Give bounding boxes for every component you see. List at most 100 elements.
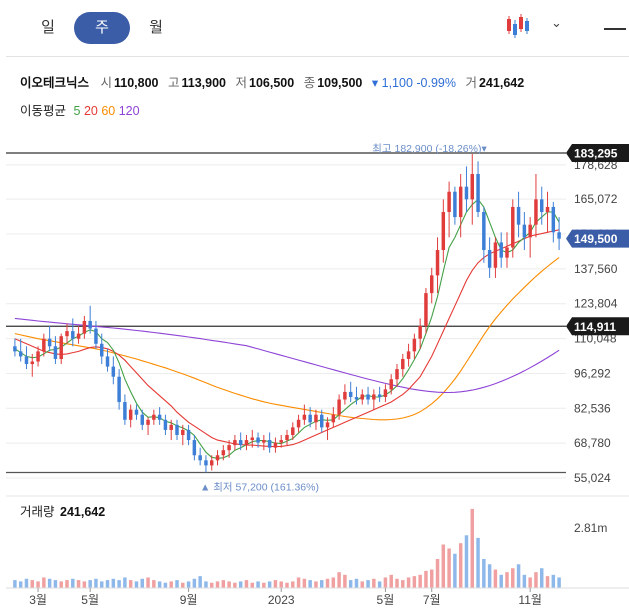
candle-body: [453, 191, 457, 218]
candle-body: [418, 326, 422, 339]
candle-body: [204, 460, 208, 466]
volume-bar: [273, 580, 278, 588]
candle-body: [291, 427, 295, 435]
candle-body: [493, 242, 498, 268]
period-tabs: 일 주 월 ⌄: [0, 0, 629, 56]
volume-bar: [418, 574, 422, 588]
volume-bar: [152, 580, 156, 588]
candle-body: [146, 419, 150, 425]
y-tick-label: 110,048: [574, 332, 617, 346]
ma120-line: [14, 317, 560, 394]
volume-bar: [493, 569, 498, 588]
tab-day[interactable]: 일: [41, 19, 55, 36]
open-value: 110,800: [114, 76, 159, 90]
volume-bar: [360, 581, 364, 588]
stock-name: 이오테크닉스: [20, 76, 90, 90]
high-annotation: 최고 182,900 (-18.26%)▾: [372, 143, 487, 155]
x-tick-label: 5월: [377, 593, 395, 607]
volume-label: 거: [465, 76, 477, 90]
volume-bar: [424, 570, 428, 588]
ma-5-label: 5: [73, 104, 81, 118]
volume-bar: [267, 581, 272, 588]
candle-body: [487, 250, 492, 268]
volume-value: 241,642: [60, 505, 105, 519]
candle-body: [198, 455, 202, 461]
menu-icon[interactable]: [604, 28, 626, 30]
volume-bar: [18, 581, 23, 588]
candle-body: [30, 361, 34, 365]
candle-body: [360, 394, 364, 400]
candle-body: [100, 343, 104, 357]
candle-body: [314, 414, 318, 423]
volume-bar: [186, 581, 191, 588]
candle-body: [105, 356, 110, 367]
candle-body: [435, 250, 440, 276]
quote-summary: 이오테크닉스 시 110,800 고 113,900 저 106,500 종 109,5…: [20, 72, 530, 91]
divider: [6, 56, 629, 57]
candle-body: [505, 247, 509, 258]
candle-body: [441, 212, 446, 251]
candle-body: [320, 414, 324, 428]
ma-legend-title: 이동평균: [20, 104, 67, 118]
x-tick-label: 11월: [518, 593, 542, 607]
candle-body: [383, 389, 388, 397]
volume-bar: [76, 580, 81, 588]
volume-bar: [181, 582, 185, 588]
tab-week[interactable]: 주: [74, 12, 130, 44]
x-tick-label: 5월: [81, 593, 99, 607]
high-value: 113,900: [181, 76, 227, 90]
volume-bar: [366, 580, 370, 588]
candle-body: [534, 199, 538, 225]
volume-bar: [146, 577, 150, 588]
candle-body: [128, 409, 133, 420]
volume-bar: [227, 581, 231, 588]
candle-body: [94, 328, 98, 344]
tab-month[interactable]: 월: [149, 19, 163, 36]
candlestick-icon[interactable]: [0, 0, 629, 56]
candle-body: [476, 174, 480, 213]
chevron-down-icon[interactable]: ⌄: [551, 15, 562, 30]
candle-body: [134, 409, 139, 415]
candle-body: [123, 402, 127, 420]
candle-body: [557, 232, 561, 239]
candle-body: [522, 224, 527, 238]
candle-body: [181, 429, 185, 435]
candle-body: [256, 437, 260, 443]
volume-bar: [163, 582, 168, 588]
volume-bar: [24, 578, 29, 588]
volume-bar: [354, 578, 359, 588]
volume-bar: [482, 559, 486, 588]
candle-body: [470, 174, 474, 200]
candle-body: [482, 212, 486, 251]
price-tag: [566, 317, 629, 336]
candle-body: [18, 351, 23, 357]
ma-20-label: 20: [83, 104, 98, 118]
volume-bar: [244, 580, 249, 588]
candle-body: [42, 338, 46, 352]
volume-bar: [256, 581, 260, 588]
candle-body: [354, 396, 359, 400]
candle-body: [221, 450, 226, 456]
y-tick-label: 82,536: [574, 401, 611, 415]
volume-bar: [221, 580, 226, 588]
ma20-line: [14, 229, 560, 448]
volume-value: 241,642: [478, 76, 525, 90]
candle-body: [157, 414, 162, 420]
volume-bar: [511, 568, 515, 588]
volume-bar: [540, 568, 544, 588]
candle-body: [227, 445, 231, 451]
volume-bar: [169, 581, 173, 588]
candle-body: [233, 440, 237, 446]
candle-body: [296, 419, 301, 428]
volume-bar: [71, 578, 75, 588]
candle-body: [140, 414, 144, 425]
volume-bar: [516, 564, 521, 588]
volume-bar: [464, 535, 469, 588]
volume-title: 거래량: [20, 505, 55, 519]
volume-bar: [215, 581, 220, 588]
volume-bar: [441, 544, 446, 588]
candle-body: [377, 394, 382, 397]
price-tag: [566, 229, 629, 248]
x-tick-label: 3월: [29, 593, 47, 607]
